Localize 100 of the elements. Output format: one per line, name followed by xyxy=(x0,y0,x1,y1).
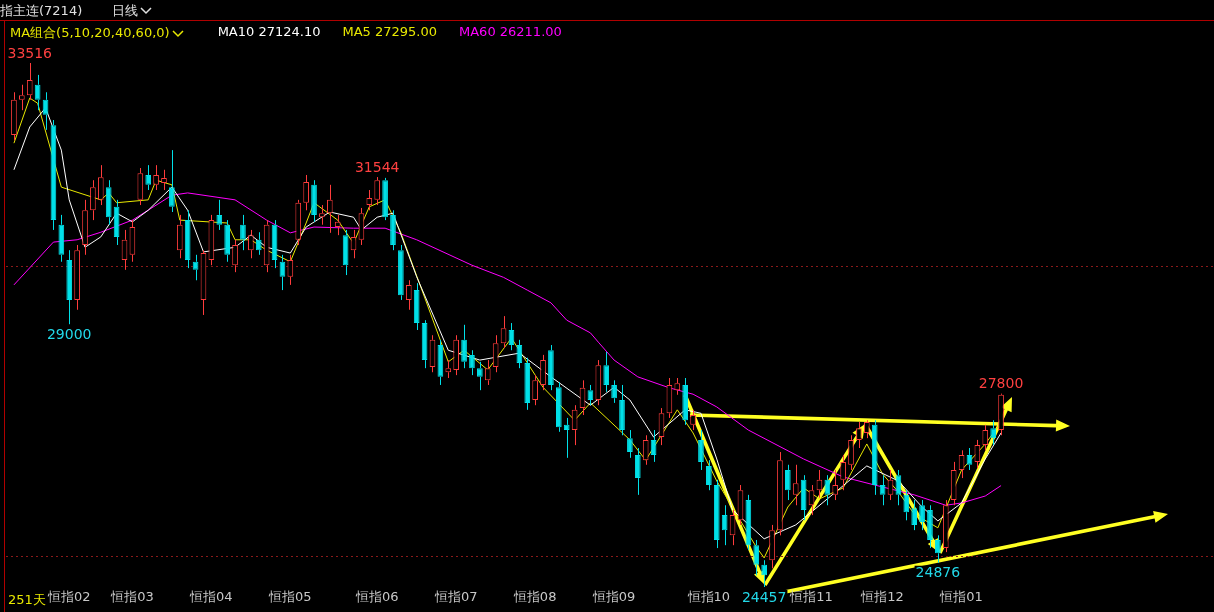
x-tick-label: 恒指03 xyxy=(110,589,154,605)
candlestick xyxy=(784,464,791,501)
candlestick xyxy=(540,354,546,391)
candlestick xyxy=(484,359,491,386)
candlestick xyxy=(137,167,144,206)
candlestick xyxy=(58,214,65,263)
candlestick xyxy=(326,184,333,234)
candlestick xyxy=(232,239,238,273)
candlestick xyxy=(690,409,696,431)
candlestick xyxy=(413,282,420,331)
x-tick-label: 恒指05 xyxy=(268,589,312,605)
candlestick xyxy=(224,219,231,263)
candlestick xyxy=(303,174,309,211)
candlestick xyxy=(555,381,562,433)
candlestick xyxy=(240,214,246,251)
candlestick xyxy=(295,199,302,246)
candlestick xyxy=(176,214,183,259)
candlestick xyxy=(856,421,862,449)
text: MA5 27295.00 xyxy=(342,24,437,39)
candlestick xyxy=(82,199,88,256)
candlestick xyxy=(792,464,799,506)
text: MA10 27124.10 xyxy=(217,24,321,39)
candlestick xyxy=(445,359,452,379)
candlestick xyxy=(477,361,483,391)
candlestick xyxy=(255,231,262,256)
candlestick xyxy=(674,377,681,396)
candlestick xyxy=(398,244,404,301)
candlestick xyxy=(998,394,1004,436)
x-tick-label: 恒指09 xyxy=(591,589,636,605)
candlestick xyxy=(848,434,854,471)
candlestick xyxy=(863,419,870,439)
candlestick xyxy=(753,539,760,576)
candlestick xyxy=(713,479,720,549)
candlestick xyxy=(990,419,996,446)
candlestick xyxy=(382,177,388,221)
candlestick xyxy=(832,469,839,501)
x-tick-label: 恒指10 xyxy=(686,589,731,605)
candlestick xyxy=(563,417,570,459)
candlestick xyxy=(334,214,341,236)
candlestick xyxy=(777,451,783,536)
candlestick xyxy=(66,249,73,325)
candlestick xyxy=(26,62,33,101)
candlestick xyxy=(311,179,317,223)
x-tick-label: 恒指01 xyxy=(939,589,983,605)
x-tick-label: 恒指06 xyxy=(354,589,399,605)
candlestick xyxy=(184,209,191,269)
x-tick-label: 恒指11 xyxy=(789,589,833,605)
candlestick xyxy=(105,179,112,226)
candlestick xyxy=(721,504,728,546)
candlestick xyxy=(824,474,831,506)
annotation: 24876 xyxy=(915,564,961,581)
candlestick xyxy=(595,359,602,406)
candlestick xyxy=(935,534,941,564)
text: 251天 xyxy=(8,592,46,607)
candlestick xyxy=(74,244,80,311)
chart-title: 指主连(7214) xyxy=(0,2,83,20)
x-tick-label: 恒指02 xyxy=(46,589,91,605)
candlestick xyxy=(319,204,325,226)
candlestick xyxy=(903,489,910,521)
candlestick xyxy=(840,454,846,491)
annotation: 29000 xyxy=(46,325,92,342)
candlestick xyxy=(611,379,617,404)
candlestick xyxy=(390,209,396,251)
candlestick xyxy=(982,424,989,451)
candlestick xyxy=(145,164,152,191)
candlestick xyxy=(706,459,712,491)
candlestick xyxy=(287,254,294,286)
annotation: 24457 xyxy=(741,588,787,605)
candlestick xyxy=(248,229,254,259)
candlestick xyxy=(942,499,949,553)
candlestick xyxy=(619,384,625,436)
x-tick-label: 恒指07 xyxy=(433,589,478,605)
candlestick xyxy=(461,324,467,369)
annotation: 27800 xyxy=(978,375,1024,392)
candlestick xyxy=(11,91,17,141)
candlestick xyxy=(548,344,554,391)
candlestick xyxy=(603,351,610,393)
x-tick-label: 恒指04 xyxy=(189,589,233,605)
candlestick xyxy=(19,84,25,111)
candlestick xyxy=(169,149,175,213)
candlestick xyxy=(532,374,538,406)
candlestick xyxy=(216,199,223,231)
candlestick xyxy=(950,461,957,506)
candlestick xyxy=(682,377,689,426)
annotation: 33516 xyxy=(7,44,53,61)
candlestick xyxy=(524,357,531,411)
x-tick-label: 恒指12 xyxy=(860,589,904,605)
candlestick xyxy=(911,499,918,531)
candlestick xyxy=(374,176,381,206)
candlestick xyxy=(642,434,649,466)
annotation: 31544 xyxy=(354,158,400,175)
candlestick xyxy=(627,429,633,459)
candlestick xyxy=(698,429,704,471)
legend-title: MA组合(5,10,20,40,60,0) xyxy=(10,24,171,42)
candlestick xyxy=(919,499,925,531)
candlestick xyxy=(405,279,412,311)
candlestick xyxy=(769,524,775,569)
candlestick xyxy=(453,334,460,376)
candlestick xyxy=(927,504,933,549)
text: MA60 26211.00 xyxy=(459,24,562,39)
